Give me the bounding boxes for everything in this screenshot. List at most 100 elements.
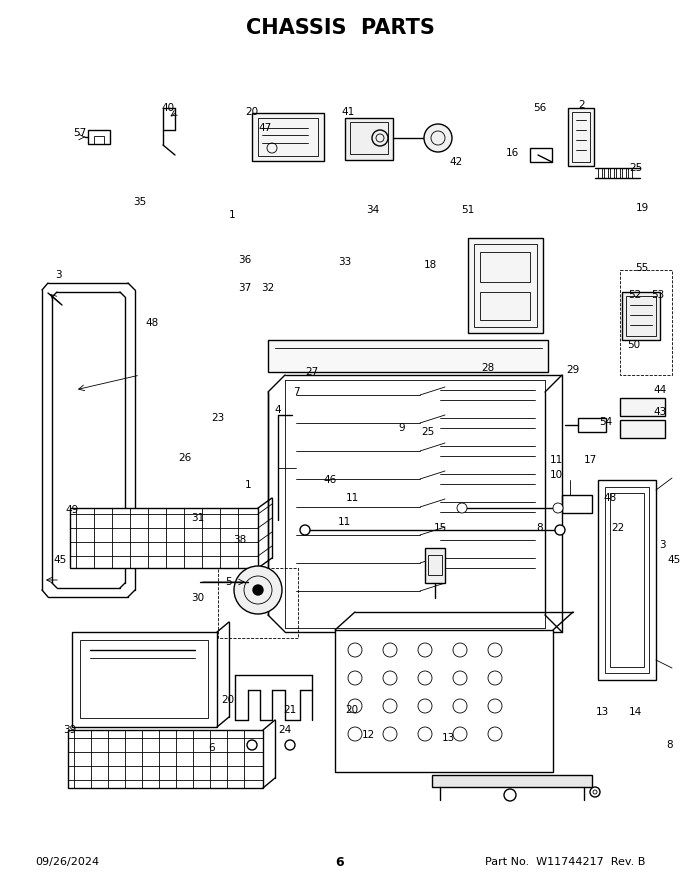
- Text: 8: 8: [537, 523, 543, 533]
- Text: 39: 39: [63, 725, 77, 735]
- Text: 17: 17: [583, 455, 596, 465]
- Text: 30: 30: [192, 593, 205, 603]
- Bar: [610, 168, 614, 178]
- Bar: [616, 168, 620, 178]
- Bar: [622, 168, 626, 178]
- Text: 09/26/2024: 09/26/2024: [35, 857, 99, 867]
- Text: 9: 9: [398, 423, 405, 433]
- Bar: [468, 238, 543, 333]
- Text: 2: 2: [579, 100, 585, 110]
- Bar: [268, 340, 548, 372]
- Text: 15: 15: [433, 523, 447, 533]
- Bar: [94, 136, 104, 144]
- Bar: [350, 122, 388, 154]
- Text: 45: 45: [53, 555, 67, 565]
- Text: Part No.  W11744217  Rev. B: Part No. W11744217 Rev. B: [485, 857, 645, 867]
- Bar: [562, 495, 592, 513]
- Bar: [530, 148, 552, 162]
- Text: 46: 46: [324, 475, 337, 485]
- Text: 20: 20: [222, 695, 235, 705]
- Text: 24: 24: [278, 725, 292, 735]
- Text: 52: 52: [628, 290, 642, 300]
- Bar: [258, 118, 318, 156]
- Circle shape: [234, 566, 282, 614]
- Text: 23: 23: [211, 413, 224, 423]
- Bar: [628, 168, 632, 178]
- Text: 42: 42: [449, 157, 462, 167]
- Bar: [88, 130, 110, 144]
- Text: 48: 48: [603, 493, 617, 503]
- Bar: [480, 252, 530, 282]
- Bar: [474, 244, 537, 327]
- Text: 49: 49: [65, 505, 79, 515]
- Bar: [622, 292, 660, 340]
- Text: 51: 51: [461, 205, 475, 215]
- Text: 4: 4: [275, 405, 282, 415]
- Text: 20: 20: [345, 705, 358, 715]
- Text: 29: 29: [566, 365, 579, 375]
- Text: 43: 43: [653, 407, 666, 417]
- Text: 1: 1: [245, 480, 252, 490]
- Bar: [620, 420, 665, 438]
- Bar: [626, 296, 656, 336]
- Text: 11: 11: [337, 517, 351, 527]
- Circle shape: [553, 503, 563, 513]
- Text: 47: 47: [258, 123, 271, 133]
- Bar: [425, 548, 445, 583]
- Bar: [572, 112, 590, 162]
- Text: 13: 13: [596, 707, 609, 717]
- Bar: [218, 568, 298, 638]
- Bar: [72, 632, 217, 727]
- Bar: [610, 493, 644, 667]
- Text: 44: 44: [653, 385, 666, 395]
- Bar: [68, 730, 263, 788]
- Text: 40: 40: [161, 103, 175, 113]
- Bar: [480, 292, 530, 320]
- Text: 3: 3: [659, 540, 665, 550]
- Text: 34: 34: [367, 205, 379, 215]
- Text: 38: 38: [233, 535, 247, 545]
- Bar: [604, 168, 608, 178]
- Text: 13: 13: [441, 733, 455, 743]
- Bar: [432, 775, 592, 787]
- Text: 25: 25: [422, 427, 435, 437]
- Bar: [620, 398, 665, 416]
- Text: 6: 6: [336, 855, 344, 869]
- Circle shape: [555, 525, 565, 535]
- Bar: [80, 640, 208, 718]
- Text: 45: 45: [667, 555, 680, 565]
- Text: 10: 10: [549, 470, 562, 480]
- Text: 48: 48: [146, 318, 158, 328]
- Text: 6: 6: [209, 743, 216, 753]
- Circle shape: [457, 503, 467, 513]
- Text: 1: 1: [228, 210, 235, 220]
- Bar: [70, 508, 258, 568]
- Text: CHASSIS  PARTS: CHASSIS PARTS: [245, 18, 435, 38]
- Text: 54: 54: [599, 417, 613, 427]
- Bar: [428, 555, 442, 575]
- Text: 16: 16: [505, 148, 519, 158]
- Circle shape: [424, 124, 452, 152]
- Text: 12: 12: [361, 730, 375, 740]
- Bar: [578, 418, 606, 432]
- Text: 35: 35: [133, 197, 147, 207]
- Bar: [252, 113, 324, 161]
- Text: 25: 25: [630, 163, 643, 173]
- Text: 20: 20: [245, 107, 258, 117]
- Text: 8: 8: [666, 740, 673, 750]
- Text: 53: 53: [651, 290, 664, 300]
- Text: 41: 41: [341, 107, 355, 117]
- Text: 32: 32: [261, 283, 275, 293]
- Text: 57: 57: [73, 128, 86, 138]
- Text: 14: 14: [628, 707, 642, 717]
- Circle shape: [253, 585, 263, 595]
- Circle shape: [300, 525, 310, 535]
- Text: 37: 37: [239, 283, 252, 293]
- Text: 33: 33: [339, 257, 352, 267]
- Text: 19: 19: [635, 203, 649, 213]
- Text: 21: 21: [284, 705, 296, 715]
- Text: 36: 36: [239, 255, 252, 265]
- Text: 27: 27: [305, 367, 319, 377]
- Bar: [605, 487, 649, 673]
- Text: 55: 55: [635, 263, 649, 273]
